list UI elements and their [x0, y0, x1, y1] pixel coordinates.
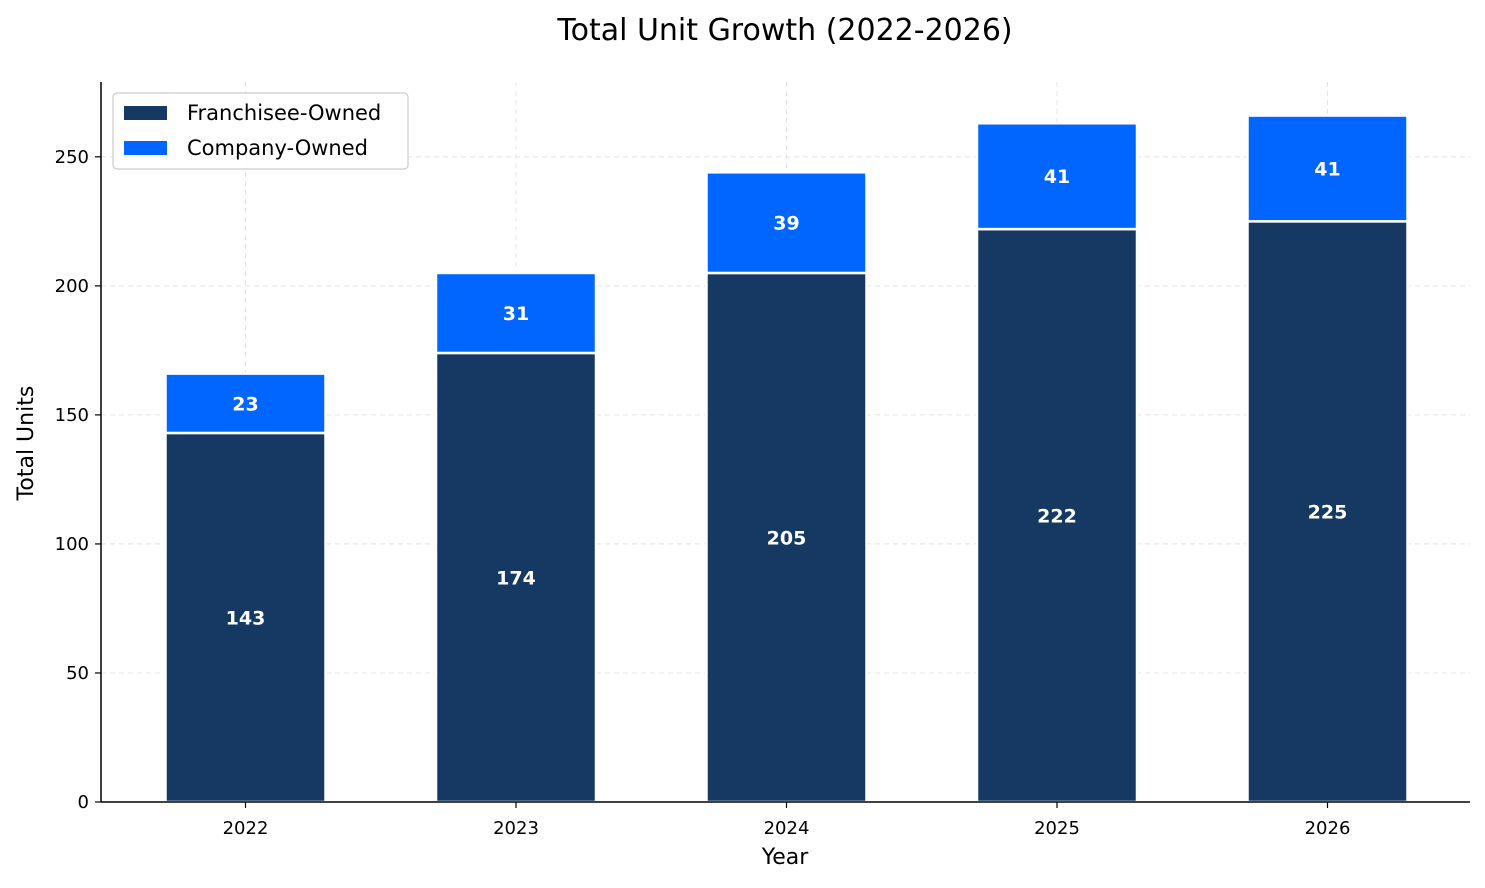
y-tick-label: 200	[55, 276, 89, 297]
chart-title: Total Unit Growth (2022-2026)	[556, 13, 1012, 48]
legend-label: Company-Owned	[187, 136, 368, 160]
value-label: 222	[1037, 506, 1077, 528]
legend-label: Franchisee-Owned	[187, 101, 381, 125]
x-axis-label: Year	[761, 845, 810, 870]
value-labels: 143 23 174 31 205 39 222 41 225 41	[226, 158, 1348, 629]
value-label: 23	[232, 393, 258, 415]
y-tick-label: 50	[66, 663, 89, 684]
bar-franchisee-owned-2025	[975, 227, 1139, 804]
bar-company-owned-2023	[434, 271, 598, 355]
bar-company-owned-2024	[705, 171, 868, 275]
axes: 0 50 100 150 200 250 2022 2023 2024 2025 2026	[55, 82, 1470, 839]
x-tick-label: 2024	[764, 818, 810, 839]
value-label: 225	[1308, 502, 1348, 524]
value-label: 41	[1314, 158, 1340, 180]
value-label: 31	[503, 303, 529, 325]
bar-franchisee-owned-2026	[1246, 220, 1409, 804]
value-label: 143	[226, 607, 266, 629]
legend-swatch	[124, 141, 167, 155]
x-tick-label: 2026	[1305, 818, 1351, 839]
bar-company-owned-2026	[1246, 114, 1409, 223]
y-tick-label: 100	[55, 534, 89, 555]
bar-company-owned-2022	[164, 372, 327, 435]
value-label: 41	[1044, 166, 1070, 188]
value-label: 205	[767, 527, 807, 549]
bar-franchisee-owned-2023	[434, 351, 598, 804]
y-axis-label: Total Units	[14, 386, 39, 502]
legend: Franchisee-Owned Company-Owned	[112, 92, 409, 170]
x-tick-label: 2025	[1034, 818, 1080, 839]
legend-box	[112, 92, 409, 170]
value-label: 39	[773, 213, 799, 235]
value-label: 174	[496, 567, 536, 589]
legend-swatch	[124, 106, 167, 120]
y-tick-label: 0	[78, 792, 89, 813]
y-tick-label: 150	[55, 405, 89, 426]
bar-company-owned-2025	[975, 122, 1139, 231]
bars	[164, 114, 1409, 804]
x-tick-label: 2023	[493, 818, 539, 839]
y-tick-label: 250	[55, 147, 89, 168]
x-tick-label: 2022	[223, 818, 269, 839]
